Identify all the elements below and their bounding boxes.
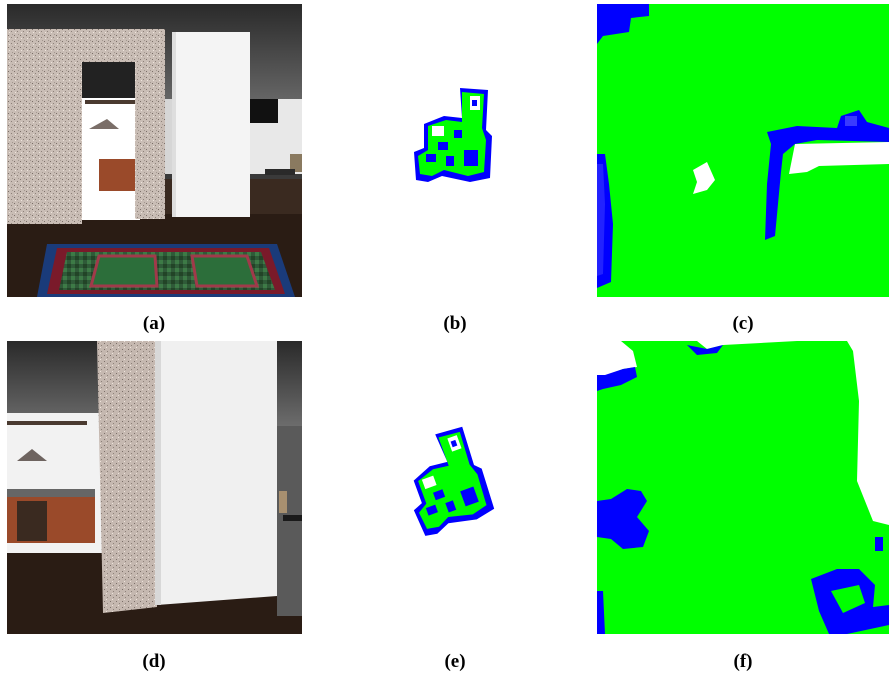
- panel-a-rgb-view: [7, 4, 302, 297]
- panel-b-global-map: [398, 84, 498, 194]
- caption-c: (c): [732, 313, 754, 334]
- caption-f: (f): [733, 651, 753, 672]
- caption-a: (a): [142, 313, 166, 334]
- panel-f-local-map: [597, 341, 889, 634]
- caption-d: (d): [142, 651, 166, 672]
- panel-c-local-map: [597, 4, 889, 297]
- panel-e-global-map: [410, 425, 510, 545]
- caption-e: (e): [444, 651, 466, 672]
- panel-d-rgb-view: [7, 341, 302, 634]
- caption-b: (b): [443, 313, 467, 334]
